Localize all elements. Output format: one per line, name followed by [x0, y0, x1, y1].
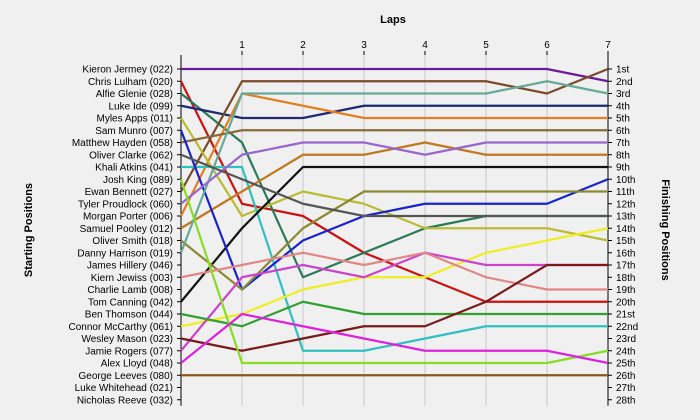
left-axis-title: Starting Positions [23, 183, 35, 277]
lap-tick-label: 6 [544, 40, 550, 51]
lap-tick-label: 2 [300, 40, 306, 51]
start-position-label: Charlie Lamb (008) [87, 285, 173, 296]
lap-tick-label: 4 [422, 40, 428, 51]
start-position-label: Oliver Smith (018) [92, 236, 173, 247]
finish-position-label: 16th [616, 248, 635, 259]
finish-position-label: 27th [616, 383, 635, 394]
driver-line [180, 312, 609, 365]
driver-line [180, 141, 608, 205]
x-axis-title: Laps [380, 14, 406, 26]
finish-position-label: 11th [616, 187, 635, 198]
finish-position-label: 15th [616, 236, 635, 247]
right-axis-title: Finishing Positions [659, 179, 671, 280]
start-position-label: Kiern Jewiss (003) [91, 273, 173, 284]
lap-tick-label: 1 [239, 40, 245, 51]
driver-line [180, 227, 609, 328]
finish-position-label: 22nd [616, 322, 638, 333]
finish-position-label: 21st [616, 310, 635, 321]
finish-position-label: 9th [616, 163, 630, 174]
driver-line [180, 251, 608, 291]
finish-position-label: 2nd [616, 77, 633, 88]
driver-line [180, 263, 608, 352]
lap-tick-label: 5 [483, 40, 489, 51]
finish-position-label: 25th [616, 359, 635, 370]
driver-line [181, 67, 609, 83]
start-position-label: Josh King (089) [103, 175, 173, 186]
start-position-label: Tyler Proudlock (060) [78, 199, 173, 210]
finish-position-label: 14th [616, 224, 635, 235]
start-position-label: Alex Lloyd (048) [101, 359, 173, 370]
start-position-label: Kieron Jermey (022) [82, 65, 173, 76]
start-position-label: Tom Canning (042) [88, 297, 173, 308]
label-layer: Laps Starting Positions Finishing Positi… [23, 14, 671, 406]
finish-position-label: 23rd [616, 334, 636, 345]
start-position-label: Myles Apps (011) [96, 114, 173, 125]
start-position-label: Luke Whitehead (021) [75, 383, 173, 394]
driver-line [180, 92, 608, 279]
driver-line [179, 129, 609, 291]
series-layer [179, 67, 609, 377]
finish-position-label: 17th [616, 261, 635, 272]
start-position-label: Oliver Clarke (062) [89, 150, 173, 161]
driver-line [180, 129, 608, 144]
start-position-label: Chris Lulham (020) [88, 77, 173, 88]
finish-position-label: 3rd [616, 89, 630, 100]
driver-line [179, 178, 609, 365]
start-position-label: Alfie Glenie (028) [96, 89, 173, 100]
start-position-label: Ewan Bennett (027) [85, 187, 173, 198]
finish-position-label: 6th [616, 126, 630, 137]
driver-line [180, 67, 609, 193]
start-position-label: Morgan Porter (006) [83, 212, 173, 223]
start-position-label: Luke Ide (099) [109, 101, 174, 112]
finish-position-label: 4th [616, 101, 630, 112]
finish-position-label: 13th [616, 212, 635, 223]
start-position-label: Connor McCarthy (061) [69, 322, 173, 333]
finish-position-label: 8th [616, 150, 630, 161]
start-position-label: Matthew Hayden (058) [72, 138, 173, 149]
start-position-label: Nicholas Reeve (032) [77, 395, 173, 406]
lap-tick-label: 3 [361, 40, 367, 51]
finish-position-label: 12th [616, 199, 635, 210]
start-position-label: Sam Munro (007) [95, 126, 173, 137]
driver-line [180, 104, 608, 120]
start-position-label: George Leeves (080) [78, 371, 173, 382]
finish-position-label: 1st [616, 65, 630, 76]
driver-line [180, 165, 608, 303]
start-position-label: Wesley Mason (023) [81, 334, 173, 345]
finish-position-label: 10th [616, 175, 635, 186]
driver-line [180, 153, 608, 218]
start-position-label: Khali Atkins (041) [95, 163, 173, 174]
start-position-label: Ben Thomson (044) [85, 310, 173, 321]
driver-line [180, 300, 608, 328]
finish-position-label: 26th [616, 371, 635, 382]
finish-position-label: 20th [616, 297, 635, 308]
driver-line [179, 80, 609, 254]
finish-position-label: 19th [616, 285, 635, 296]
driver-line [180, 190, 608, 291]
finish-position-label: 7th [616, 138, 630, 149]
finish-position-label: 5th [616, 114, 630, 125]
finish-position-label: 28th [616, 395, 635, 406]
start-position-label: Danny Harrison (019) [77, 248, 173, 259]
lap-tick-label: 7 [605, 40, 611, 51]
finish-position-label: 18th [616, 273, 635, 284]
finish-position-label: 24th [616, 346, 635, 357]
start-position-label: Jamie Rogers (077) [85, 346, 173, 357]
driver-line [180, 251, 608, 352]
start-position-label: James Hillery (046) [87, 261, 173, 272]
driver-line [180, 92, 608, 217]
start-position-label: Samuel Pooley (012) [80, 224, 173, 235]
